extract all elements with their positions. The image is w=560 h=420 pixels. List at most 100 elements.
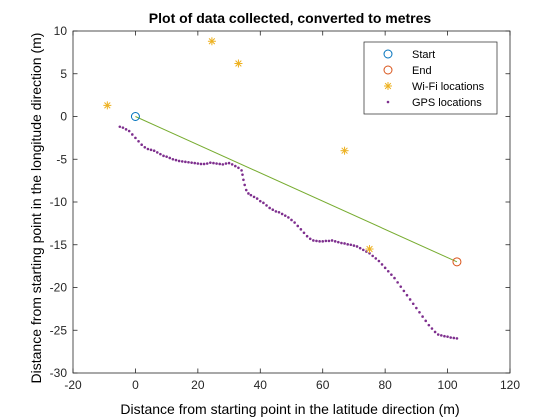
chart-title: Plot of data collected, converted to met…	[149, 10, 432, 26]
gps-locations-point	[196, 162, 200, 165]
gps-locations-point	[177, 159, 181, 163]
gps-locations-point	[355, 245, 359, 248]
gps-locations-point	[152, 149, 156, 152]
gps-locations-point	[293, 221, 296, 224]
start-end-line	[135, 116, 458, 263]
y-tick-label: 0	[60, 110, 67, 124]
gps-locations-point	[159, 152, 162, 156]
wi-fi-locations-point	[103, 101, 112, 110]
wi-fi-locations-point	[234, 59, 243, 68]
gps-locations-point	[243, 183, 246, 187]
x-tick-label: -20	[64, 378, 82, 392]
gps-locations-point	[268, 206, 271, 210]
gps-locations-point	[205, 162, 209, 165]
x-tick-label: 100	[438, 378, 458, 392]
gps-locations-point	[380, 263, 384, 266]
gps-locations-point	[305, 234, 309, 238]
legend-marker-wi-fi-locations	[384, 82, 392, 90]
gps-locations-point	[452, 336, 456, 340]
y-tick-label: -15	[50, 238, 68, 252]
gps-locations-point	[283, 214, 287, 217]
gps-locations-point	[271, 208, 275, 211]
wi-fi-locations-point	[340, 146, 349, 155]
gps-locations-point	[415, 306, 418, 310]
gps-locations-point	[202, 162, 206, 166]
gps-locations-point	[249, 193, 253, 197]
gps-locations-point	[274, 210, 278, 213]
gps-locations-point	[137, 139, 140, 143]
gps-locations-point	[224, 162, 228, 165]
gps-locations-point	[221, 163, 225, 166]
gps-locations-point	[240, 169, 243, 172]
gps-locations-point	[368, 252, 371, 255]
x-tick-label: 80	[378, 378, 392, 392]
legend-label-wi-fi-locations: Wi-Fi locations	[412, 81, 485, 93]
y-tick-label: 5	[60, 67, 67, 81]
gps-locations-point	[244, 188, 248, 192]
x-axis-label: Distance from starting point in the lati…	[120, 401, 459, 417]
gps-locations-point	[349, 243, 353, 247]
gps-locations-point	[149, 148, 153, 152]
gps-locations-point	[287, 216, 290, 219]
asterisk-stroke	[235, 60, 242, 67]
gps-locations-point	[312, 239, 315, 242]
gps-locations-point	[446, 335, 449, 338]
gps-locations-point	[377, 259, 381, 263]
gps-locations-point	[146, 147, 150, 151]
gps-locations-point	[184, 160, 187, 164]
gps-locations-point	[237, 166, 240, 170]
end-point	[452, 257, 462, 267]
gps-locations-point	[242, 178, 245, 182]
gps-locations-point	[393, 276, 396, 280]
gps-locations-point	[427, 323, 431, 327]
gps-locations-point	[333, 240, 337, 243]
gps-locations-point	[193, 161, 197, 165]
wi-fi-locations-point	[207, 37, 216, 46]
legend-box	[363, 41, 498, 115]
gps-locations-point	[168, 156, 172, 160]
start-point	[130, 112, 140, 121]
gps-locations-point	[358, 246, 362, 250]
gps-locations-point	[218, 162, 222, 166]
gps-locations-point	[390, 273, 393, 276]
gps-locations-point	[140, 143, 143, 147]
gps-locations-point	[241, 173, 244, 176]
y-tick-label: -30	[50, 366, 68, 380]
asterisk-stroke	[366, 245, 373, 253]
gps-locations-point	[230, 163, 234, 166]
gps-locations-point	[227, 161, 231, 165]
gps-locations-point	[155, 151, 159, 154]
y-tick-label: -5	[56, 152, 67, 166]
wi-fi-locations-point	[365, 245, 374, 254]
gps-locations-point	[346, 243, 349, 246]
gps-locations-point	[302, 231, 306, 235]
gps-locations-point	[340, 241, 343, 245]
x-tick-label: 40	[254, 378, 268, 392]
gps-locations-point	[180, 160, 184, 163]
asterisk-stroke	[341, 147, 348, 154]
asterisk-stroke	[104, 102, 111, 109]
gps-locations-point	[209, 161, 212, 164]
gps-locations-point	[277, 210, 281, 214]
gps-locations-point	[265, 204, 268, 207]
gps-locations-point	[421, 315, 424, 318]
legend-marker-start	[383, 49, 393, 59]
y-axis-label: Distance from starting point in the long…	[28, 33, 44, 384]
gps-locations-point	[290, 218, 293, 222]
x-tick-label: 0	[132, 378, 139, 392]
gps-locations-point	[330, 239, 334, 242]
gps-locations-point	[449, 336, 452, 339]
gps-locations-point	[399, 285, 403, 288]
gps-locations-point	[299, 228, 303, 231]
gps-locations-point	[308, 237, 312, 241]
gps-locations-point	[440, 334, 443, 337]
gps-locations-point	[127, 129, 131, 133]
gps-locations-point	[124, 128, 128, 131]
gps-locations-point	[396, 281, 399, 284]
gps-locations-point	[171, 157, 175, 161]
legend-label-start: Start	[412, 49, 435, 61]
gps-locations-point	[255, 197, 259, 200]
gps-locations-point	[187, 160, 190, 164]
gps-locations-point	[321, 240, 325, 243]
